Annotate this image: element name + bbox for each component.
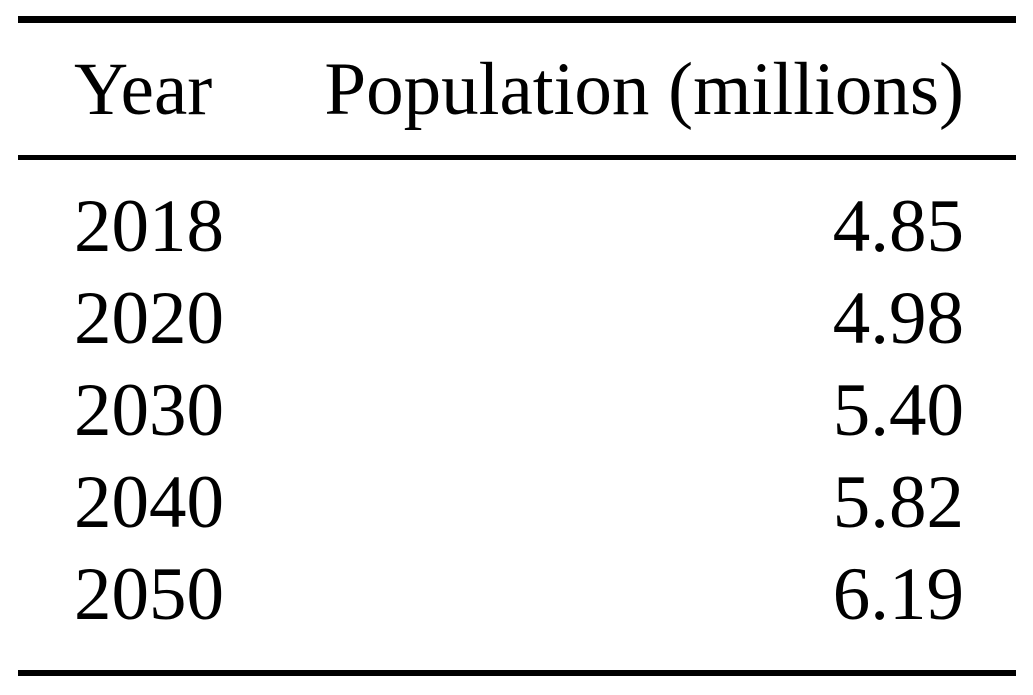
population-table: Year Population (millions) 2018 4.85 202… — [18, 16, 1016, 676]
column-header-year: Year — [74, 47, 213, 131]
year-cell: 2030 — [74, 368, 224, 452]
population-cell: 6.19 — [832, 552, 964, 636]
table-row: 2018 4.85 — [74, 180, 964, 272]
population-cell: 4.85 — [832, 184, 964, 268]
table-row: 2040 5.82 — [74, 456, 964, 548]
year-cell: 2050 — [74, 552, 224, 636]
table-row: 2050 6.19 — [74, 548, 964, 640]
table-row: 2020 4.98 — [74, 272, 964, 364]
column-header-population: Population (millions) — [324, 47, 964, 131]
table-header-row: Year Population (millions) — [18, 23, 1016, 160]
year-cell: 2020 — [74, 276, 224, 360]
population-cell: 4.98 — [832, 276, 964, 360]
table-bottom-rule — [18, 670, 1016, 676]
table-body: 2018 4.85 2020 4.98 2030 5.40 2040 5.82 … — [18, 160, 1016, 670]
population-cell: 5.82 — [832, 460, 964, 544]
year-cell: 2040 — [74, 460, 224, 544]
population-cell: 5.40 — [832, 368, 964, 452]
table-row: 2030 5.40 — [74, 364, 964, 456]
year-cell: 2018 — [74, 184, 224, 268]
